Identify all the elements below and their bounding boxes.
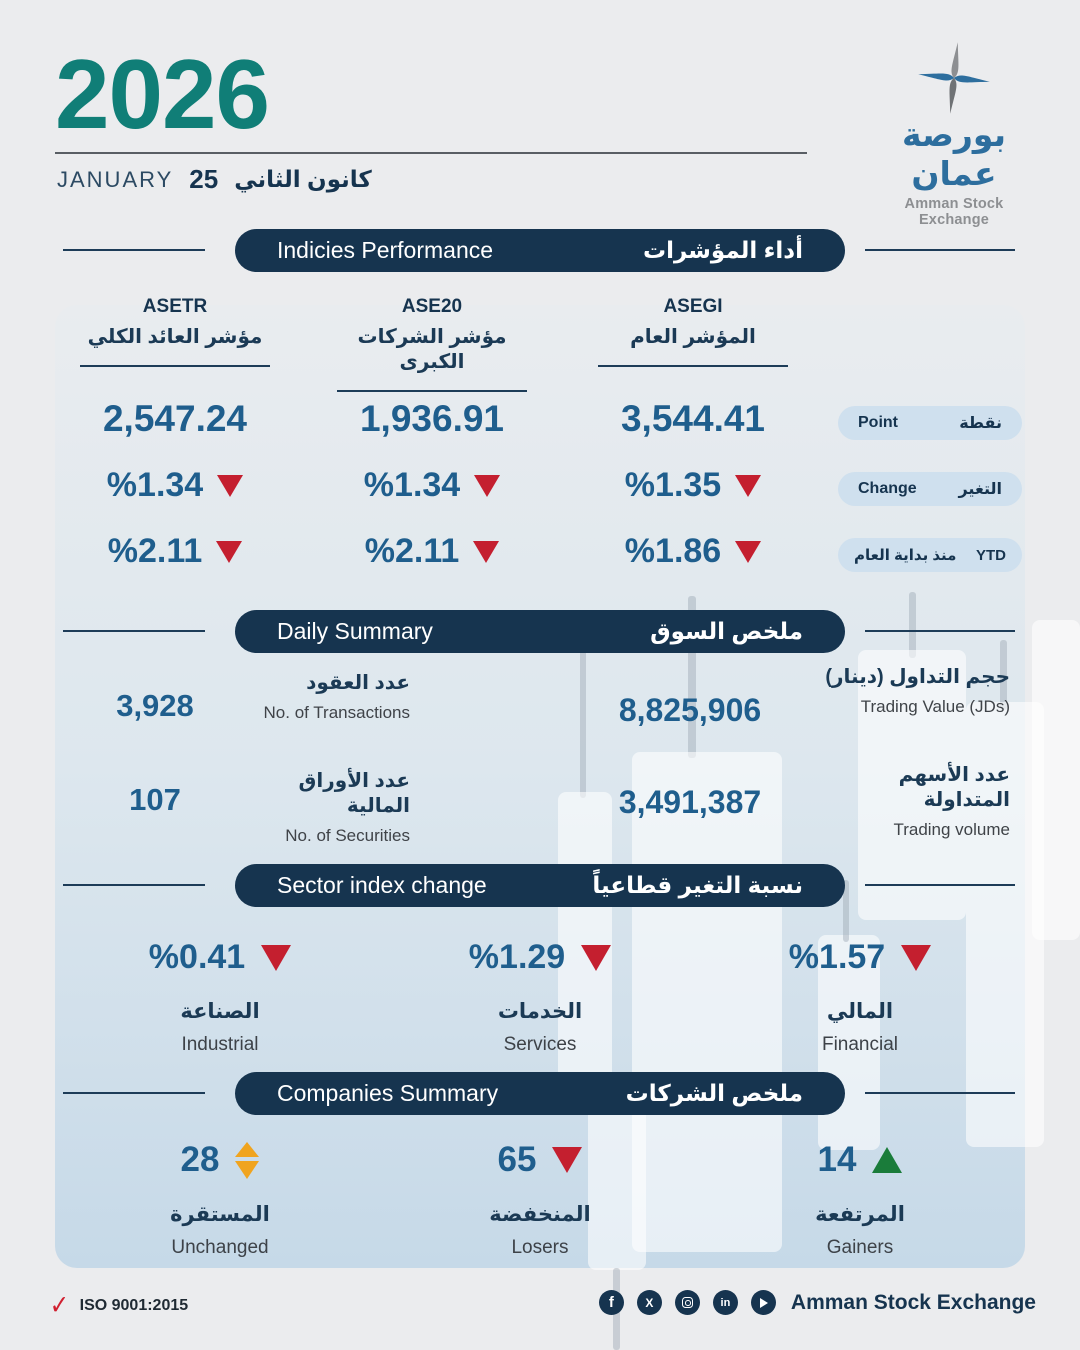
section-flank-line [865,884,1015,886]
companies-summary-row: 28 المستقرة Unchanged 65 المنخفضة Losers… [60,1140,1020,1259]
down-triangle-icon [735,540,762,563]
ase20-ytd-value: %2.11 [307,532,557,571]
linkedin-icon[interactable]: in [712,1290,738,1315]
asetr-change-value: %1.34 [50,466,300,505]
down-triangle-icon [261,944,292,971]
logo-english-name: Amman Stock Exchange [904,196,1004,228]
index-underline [80,365,270,367]
trading-value-label: حجم التداول (دينار) Trading Value (JDs) [825,666,1010,716]
section-flank-line [865,630,1015,632]
section-title-en: Daily Summary [277,618,433,644]
section-flank-line [63,1092,205,1094]
unchanged-diamond-icon [235,1141,260,1179]
year-title: 2026 [55,39,270,149]
brand-name: Amman Stock Exchange [790,1290,1036,1314]
index-header-asegi: ASEGI المؤشر العام [593,296,793,367]
index-code: ASEGI [663,296,723,317]
ase20-point-value: 1,936.91 [359,398,505,439]
down-triangle-icon [552,1147,583,1173]
ase-logo: بورصة عمان Amman Stock Exchange [868,42,1040,228]
sector-change-row: %0.41 الصناعة Industrial %1.29 الخدمات S… [60,938,1020,1056]
section-header-daily: Daily Summary ملخص السوق [235,610,845,653]
social-icons: f X in [598,1290,776,1315]
down-triangle-icon [216,540,243,563]
section-flank-line [865,249,1015,251]
ase20-change-value: %1.34 [307,466,557,505]
section-title-en: Indicies Performance [277,237,494,263]
row-label-ytd: منذ بداية العام YTD [838,538,1022,572]
header-divider [55,152,807,154]
iso-certification: ✓ ISO 9001:2015 [48,1292,188,1319]
sector-services: %1.29 الخدمات Services [380,938,700,1056]
securities-value: 107 [129,782,181,817]
footer-brand-row: f X in Amman Stock Exchange [598,1290,1036,1315]
trading-volume-label: عدد الأسهم المتداولة Trading volume [893,764,1010,839]
ase-star-icon [918,42,990,114]
asetr-point-value: 2,547.24 [102,398,248,439]
asegi-point-value: 3,544.41 [620,398,766,439]
index-name-arabic: مؤشر العائد الكلي [87,326,263,348]
x-twitter-icon[interactable]: X [636,1290,662,1315]
report-date: JANUARY 25 كانون الثاني [57,164,372,195]
asegi-change-value: %1.35 [568,466,818,505]
companies-unchanged: 28 المستقرة Unchanged [170,1140,270,1258]
month-english: JANUARY [57,166,174,192]
down-triangle-icon [217,474,244,497]
section-header-companies: Companies Summary ملخص الشركات [235,1072,845,1115]
section-title-ar: نسبة التغير قطاعياً [592,872,803,898]
facebook-icon[interactable]: f [598,1290,624,1315]
down-triangle-icon [581,944,612,971]
section-title-ar: ملخص الشركات [625,1080,803,1106]
section-title-en: Companies Summary [277,1080,499,1106]
trading-volume-value: 3,491,387 [618,784,762,820]
youtube-icon[interactable] [750,1290,776,1315]
sector-industrial: %0.41 الصناعة Industrial [60,938,380,1056]
asegi-ytd-value: %1.86 [568,532,818,571]
down-triangle-icon [473,540,500,563]
section-header-indices: Indicies Performance أداء المؤشرات [235,229,845,272]
section-flank-line [865,1092,1015,1094]
section-flank-line [63,630,205,632]
index-header-ase20: ASE20 مؤشر الشركات الكبرى [332,296,532,392]
trading-value-value: 8,825,906 [618,692,762,728]
index-name-arabic: المؤشر العام [630,326,756,348]
companies-gainers: 14 المرتفعة Gainers [815,1140,905,1258]
index-name-arabic: مؤشر الشركات الكبرى [357,326,507,373]
securities-label: عدد الأوراق المالية No. of Securities [285,770,410,845]
logo-arabic-name: بورصة عمان [902,116,1006,192]
section-title-en: Sector index change [277,872,487,898]
section-title-ar: ملخص السوق [650,618,803,644]
month-arabic: كانون الثاني [234,166,372,192]
section-flank-line [63,249,205,251]
companies-losers: 65 المنخفضة Losers [489,1140,591,1258]
transactions-value: 3,928 [116,688,194,723]
index-underline [598,365,788,367]
asetr-ytd-value: %2.11 [50,532,300,571]
index-header-asetr: ASETR مؤشر العائد الكلي [75,296,275,367]
sector-financial: %1.57 المالي Financial [700,938,1020,1056]
section-flank-line [63,884,205,886]
checkmark-icon: ✓ [49,1290,69,1320]
section-header-sector: Sector index change نسبة التغير قطاعياً [235,864,845,907]
transactions-label: عدد العقود No. of Transactions [263,672,410,722]
index-code: ASETR [142,296,208,317]
row-label-change: Change التغير [838,472,1022,506]
down-triangle-icon [735,474,762,497]
down-triangle-icon [474,474,501,497]
instagram-icon[interactable] [674,1290,700,1315]
index-underline [337,390,527,392]
index-code: ASE20 [401,296,463,317]
day-number: 25 [189,164,219,194]
section-title-ar: أداء المؤشرات [642,237,803,263]
up-triangle-icon [872,1147,903,1173]
row-label-point: Point نقطة [838,406,1022,440]
iso-text: ISO 9001:2015 [79,1296,189,1314]
down-triangle-icon [901,944,932,971]
